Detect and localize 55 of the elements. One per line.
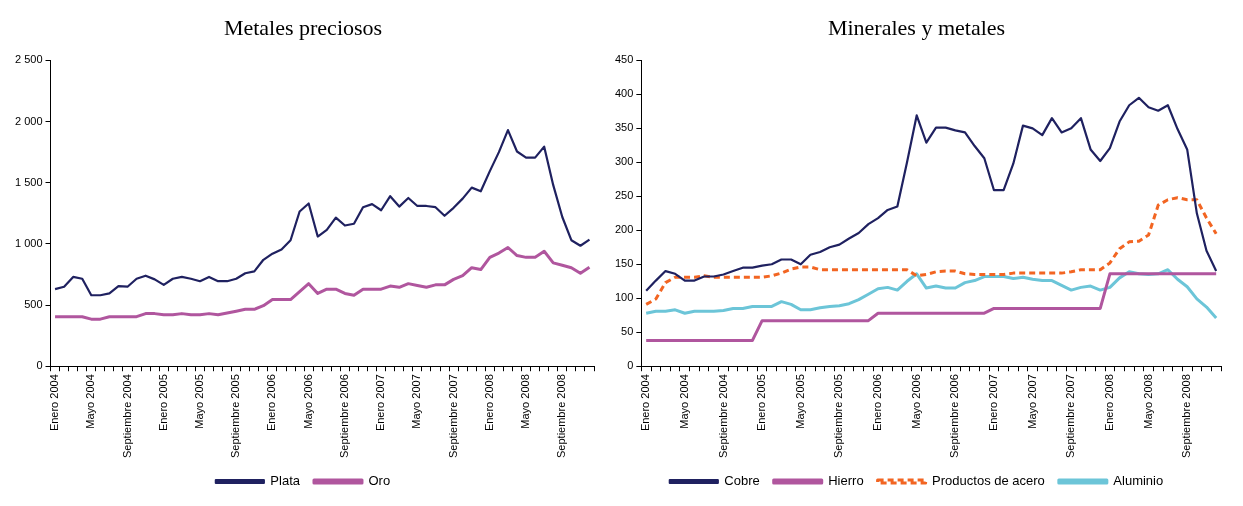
legend-label: Plata [270,473,301,489]
x-tick-label: Mayo 2008 [519,374,532,429]
x-tick-label: Septiembre 2004 [120,374,133,458]
x-tick-label: Enero 2007 [987,374,999,432]
x-tick-label: Mayo 2004 [677,374,690,429]
x-tick-label: Enero 2004 [48,374,61,432]
legend-label: Cobre [724,473,760,489]
y-tick-label: 1 000 [15,236,43,249]
y-tick-label: 500 [24,298,43,311]
x-tick-label: Septiembre 2005 [832,374,845,458]
y-tick-label: 400 [614,87,634,100]
y-tick-label: 150 [614,257,634,270]
x-tick-label: Mayo 2004 [84,374,97,429]
x-tick-label: Mayo 2008 [1141,374,1154,429]
x-tick-label: Septiembre 2006 [948,374,961,458]
legend-label: Oro [368,473,391,489]
x-tick-label: Septiembre 2007 [1064,374,1077,458]
legend-label: Hierro [828,473,864,489]
x-tick-label: Enero 2005 [156,374,169,432]
y-tick-label: 2 500 [15,53,43,66]
x-tick-label: Septiembre 2007 [446,374,459,458]
line-series [644,196,1218,306]
chart-title: Minerales y metales [827,14,1006,40]
x-tick-label: Mayo 2007 [1025,374,1038,429]
y-tick-label: 100 [614,291,634,304]
x-tick-label: Enero 2006 [265,374,278,432]
x-tick-label: Septiembre 2005 [229,374,242,458]
y-tick-label: 450 [614,53,634,66]
x-tick-label: Septiembre 2006 [337,374,350,458]
x-tick-label: Septiembre 2004 [716,374,729,458]
x-tick-label: Enero 2005 [755,374,768,432]
x-tick-label: Enero 2008 [1102,374,1115,432]
y-tick-label: 350 [614,121,634,134]
y-tick-label: 300 [614,155,634,168]
x-tick-label: Enero 2006 [871,374,884,432]
y-tick-label: 200 [614,223,634,236]
x-tick-label: Mayo 2007 [410,374,423,429]
legend-label: Productos de acero [932,473,1045,489]
y-tick-label: 50 [621,325,634,338]
y-tick-label: 1 500 [15,175,43,188]
y-tick-label: 0 [36,359,43,372]
x-tick-label: Mayo 2005 [193,374,206,429]
x-tick-label: Septiembre 2008 [555,374,568,458]
x-tick-label: Septiembre 2008 [1180,374,1193,458]
x-tick-label: Mayo 2005 [793,374,806,429]
y-tick-label: 250 [614,189,634,202]
x-tick-label: Enero 2008 [482,374,495,432]
legend-label: Aluminio [1113,473,1164,489]
y-tick-label: 0 [627,359,634,372]
x-tick-label: Mayo 2006 [909,374,922,429]
chart-title: Metales preciosos [223,14,383,40]
y-tick-label: 2 000 [15,114,43,127]
x-tick-label: Mayo 2006 [301,374,314,429]
x-tick-label: Enero 2004 [639,374,652,432]
x-tick-label: Enero 2007 [374,374,387,432]
